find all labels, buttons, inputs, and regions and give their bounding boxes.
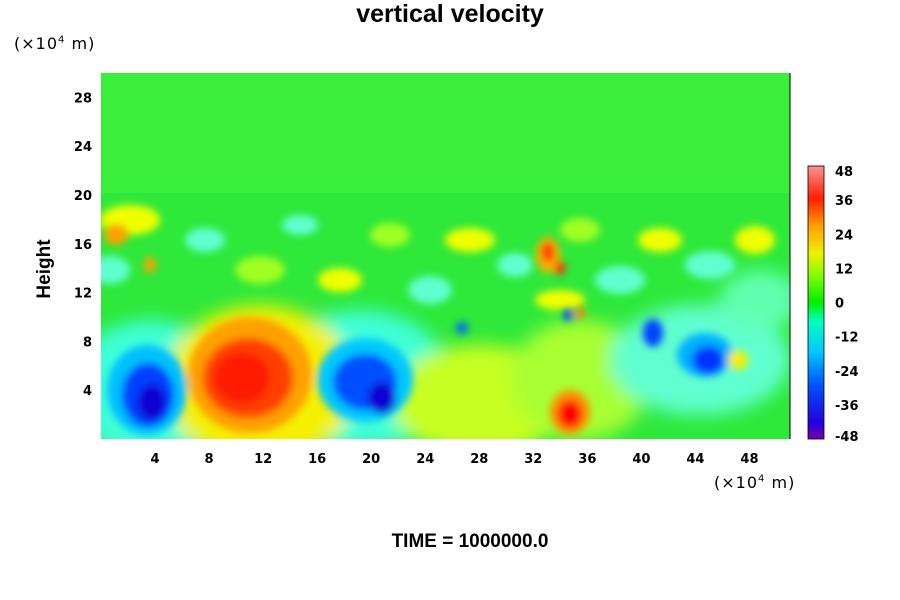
colorbar-tick-label: -48	[835, 430, 859, 445]
x-tick-label: 12	[254, 452, 272, 467]
y-tick-label: 8	[83, 335, 92, 350]
x-tick-label: 24	[416, 452, 434, 467]
colorbar-tick-label: 36	[835, 194, 853, 209]
x-tick-label: 44	[686, 452, 704, 467]
x-tick-label: 8	[205, 452, 214, 467]
x-axis-unit: (×104 m)	[714, 473, 796, 492]
y-axis-label: Height	[34, 239, 55, 299]
x-tick-label: 28	[470, 452, 488, 467]
y-tick-label: 4	[83, 384, 92, 399]
x-tick-label: 16	[308, 452, 326, 467]
x-tick-label: 20	[362, 452, 380, 467]
x-tick-label: 4	[151, 452, 160, 467]
y-axis-unit: (×104 m)	[14, 34, 96, 53]
colorbar-tick-label: -36	[835, 399, 859, 414]
y-tick-label: 28	[74, 91, 92, 106]
chart-title: vertical velocity	[356, 0, 544, 28]
x-tick-label: 36	[578, 452, 596, 467]
colorbar-tick-label: 12	[835, 262, 853, 277]
y-tick-label: 20	[74, 189, 92, 204]
x-tick-label: 48	[740, 452, 758, 467]
colorbar-tick-label: -12	[835, 331, 859, 346]
colorbar-tick-label: -24	[835, 365, 859, 380]
colorbar-gradient	[807, 165, 825, 440]
colorbar	[807, 165, 825, 440]
y-tick-label: 24	[74, 140, 92, 155]
colorbar-tick-label: 24	[835, 228, 853, 243]
colorbar-tick-label: 0	[835, 297, 844, 312]
heatmap-field	[101, 73, 790, 439]
x-tick-label: 32	[524, 452, 542, 467]
y-tick-label: 12	[74, 287, 92, 302]
time-label: TIME = 1000000.0	[391, 531, 549, 552]
x-tick-label: 40	[632, 452, 650, 467]
colorbar-tick-label: 48	[835, 165, 853, 180]
y-tick-label: 16	[74, 238, 92, 253]
